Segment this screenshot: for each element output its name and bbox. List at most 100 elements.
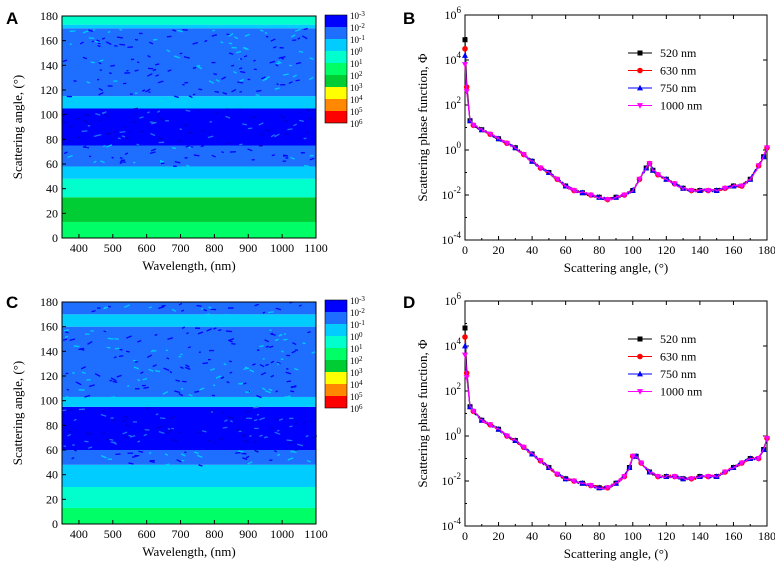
speckle — [137, 440, 141, 443]
speckle — [107, 337, 114, 340]
speckle — [100, 454, 107, 459]
speckle — [298, 137, 302, 140]
speckle — [230, 420, 233, 423]
speckle — [247, 78, 251, 81]
tick-exponent: 2 — [457, 95, 462, 105]
speckle — [207, 135, 214, 139]
speckle — [247, 148, 253, 152]
colorbar-label: 106 — [350, 403, 363, 414]
speckle — [124, 137, 130, 139]
panel-letter: B — [403, 9, 415, 28]
speckle — [200, 145, 205, 148]
x-tick-label: 180 — [758, 529, 775, 543]
speckle — [264, 339, 270, 343]
speckle — [113, 356, 117, 359]
data-point — [688, 476, 695, 482]
speckle — [290, 385, 297, 389]
colorbar-swatch — [325, 348, 347, 360]
speckle — [82, 30, 89, 34]
speckle — [277, 453, 281, 457]
x-tick-label: 60 — [560, 243, 572, 257]
data-point — [722, 469, 729, 476]
speckle — [193, 154, 200, 157]
x-tick-label: 40 — [526, 529, 538, 543]
tick-base: 10 — [445, 143, 457, 157]
series-line — [464, 354, 768, 491]
speckle — [290, 156, 295, 160]
data-point — [463, 89, 470, 95]
speckle — [138, 32, 143, 35]
speckle — [226, 381, 230, 384]
speckle — [87, 341, 93, 345]
legend-marker — [637, 353, 643, 360]
colorbar-swatch — [325, 360, 347, 372]
speckle — [196, 431, 201, 434]
colorbar-swatch — [325, 111, 347, 123]
tick-base: 10 — [445, 339, 457, 353]
speckle — [171, 438, 178, 443]
speckle — [88, 446, 93, 449]
speckle — [239, 78, 245, 82]
tick-exponent: 4 — [457, 336, 462, 346]
speckle — [104, 306, 107, 309]
speckle — [72, 444, 75, 446]
speckle — [63, 151, 68, 155]
data-point — [462, 352, 468, 359]
speckle — [228, 52, 234, 55]
speckle — [179, 128, 183, 131]
speckle — [276, 62, 280, 65]
speckle — [160, 162, 165, 165]
speckle — [245, 410, 251, 413]
data-point — [636, 176, 643, 183]
data-point — [587, 483, 594, 489]
speckle — [303, 27, 308, 31]
speckle — [214, 90, 220, 93]
speckle — [148, 41, 154, 45]
colorbar-label-base: 10 — [350, 392, 360, 402]
x-tick-label: 900 — [239, 241, 257, 255]
contour-band — [62, 507, 316, 524]
speckle — [82, 56, 88, 60]
speckle — [256, 349, 260, 352]
speckle — [148, 368, 154, 372]
speckle — [221, 76, 227, 80]
x-tick-label: 160 — [724, 243, 742, 257]
speckle — [113, 80, 118, 82]
speckle — [287, 128, 293, 131]
colorbar-label-exponent: -3 — [359, 10, 365, 18]
speckle — [243, 382, 247, 385]
speckle — [138, 450, 144, 453]
speckle — [280, 358, 284, 360]
speckle — [72, 372, 75, 374]
speckle — [203, 308, 207, 312]
speckle — [65, 395, 71, 399]
tick-exponent: -2 — [454, 471, 462, 481]
data-point — [571, 478, 578, 485]
y-tick-label: 0 — [52, 231, 58, 245]
speckle — [294, 448, 299, 451]
speckle — [269, 60, 276, 64]
speckle — [220, 376, 225, 380]
speckle — [289, 417, 294, 420]
x-tick-label: 1100 — [304, 527, 328, 541]
speckle — [172, 29, 177, 32]
speckle — [94, 373, 101, 377]
speckle — [73, 80, 77, 82]
panel-letter: C — [6, 293, 18, 312]
data-point — [671, 181, 678, 187]
speckle — [161, 304, 166, 307]
colorbar-label: 102 — [350, 70, 363, 81]
speckle — [254, 449, 259, 453]
speckle — [196, 64, 201, 67]
speckle — [274, 431, 281, 435]
speckle — [256, 89, 262, 92]
y-tick-label: 106 — [445, 5, 462, 22]
contour-band — [62, 314, 316, 327]
speckle — [303, 164, 310, 167]
speckle — [114, 347, 120, 350]
speckle — [129, 130, 133, 133]
y-tick-label: 120 — [40, 369, 58, 383]
speckle — [183, 123, 189, 127]
speckle — [283, 73, 289, 76]
speckle — [238, 382, 241, 385]
